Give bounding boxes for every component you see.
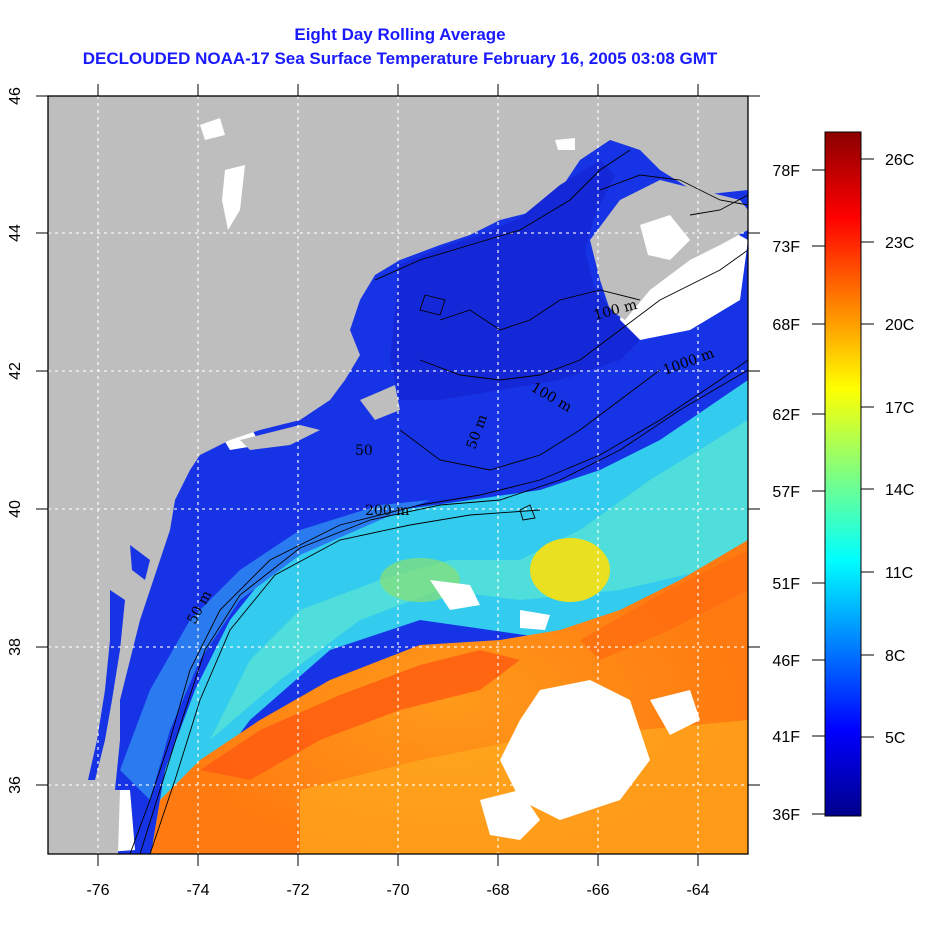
celsius-label: 26C — [885, 152, 914, 169]
gulf-stream-core — [200, 650, 520, 780]
latitude-axis — [36, 95, 760, 786]
lon-tick-label: -72 — [286, 882, 309, 899]
chart-title: Eight Day Rolling Average — [294, 25, 506, 44]
graticule — [48, 96, 748, 854]
gulf-of-maine — [390, 160, 640, 400]
celsius-label: 11C — [885, 565, 913, 582]
celsius-label: 17C — [885, 400, 914, 417]
fahrenheit-label: 57F — [772, 484, 800, 501]
fahrenheit-label: 68F — [772, 317, 800, 334]
fahrenheit-label: 46F — [772, 653, 800, 670]
celsius-label: 23C — [885, 235, 914, 252]
lat-tick-label: 46 — [7, 87, 24, 105]
lat-tick-label: 42 — [7, 362, 24, 380]
mid-shelf-blue — [120, 500, 430, 800]
lon-tick-label: -70 — [386, 882, 409, 899]
lon-tick-label: -74 — [186, 882, 209, 899]
colorbar — [824, 131, 862, 817]
latitude-tick-labels: 36 38 40 42 44 46 — [7, 87, 24, 794]
land-cloud-mask — [200, 118, 690, 260]
fahrenheit-label: 41F — [772, 729, 800, 746]
lon-tick-label: -66 — [586, 882, 609, 899]
fahrenheit-label: 51F — [772, 576, 800, 593]
lon-tick-label: -68 — [486, 882, 509, 899]
slope-water — [151, 380, 748, 854]
celsius-label: 5C — [885, 730, 905, 747]
celsius-label: 20C — [885, 317, 914, 334]
fahrenheit-ticks: 78F 73F 68F 62F 57F 51F 46F 41F 36F — [772, 163, 800, 824]
fahrenheit-label: 36F — [772, 807, 800, 824]
lat-tick-label: 36 — [7, 776, 24, 794]
shelf-break-cyan — [210, 420, 748, 740]
lat-tick-label: 44 — [7, 224, 24, 242]
lat-tick-label: 38 — [7, 638, 24, 656]
celsius-ticks: 26C 23C 20C 17C 14C 11C 8C 5C — [885, 152, 914, 747]
longitude-tick-labels: -76 -74 -72 -70 -68 -66 -64 — [86, 882, 709, 899]
lon-tick-label: -76 — [86, 882, 109, 899]
map-area: 50 m 200 m 1000 m 100 m 50 m 100 m 50 — [48, 96, 748, 854]
delaware-bay — [130, 545, 150, 580]
gulf-stream-edge — [580, 550, 748, 660]
fahrenheit-label: 73F — [772, 239, 800, 256]
bathymetry-contours — [129, 149, 748, 854]
fahrenheit-label: 62F — [772, 407, 800, 424]
lat-tick-label: 40 — [7, 500, 24, 518]
celsius-label: 14C — [885, 482, 914, 499]
celsius-tick-marks — [861, 158, 874, 738]
svg-text:200 m: 200 m — [365, 503, 409, 519]
fahrenheit-tick-marks — [812, 169, 825, 815]
celsius-label: 8C — [885, 648, 905, 665]
fahrenheit-label: 78F — [772, 163, 800, 180]
lon-tick-label: -64 — [686, 882, 709, 899]
svg-text:50: 50 — [355, 443, 373, 459]
longitude-axis — [97, 84, 699, 866]
chesapeake-bay — [88, 590, 125, 780]
warm-core-ring — [530, 538, 610, 602]
chart-subtitle: DECLOUDED NOAA-17 Sea Surface Temperatur… — [82, 49, 718, 68]
